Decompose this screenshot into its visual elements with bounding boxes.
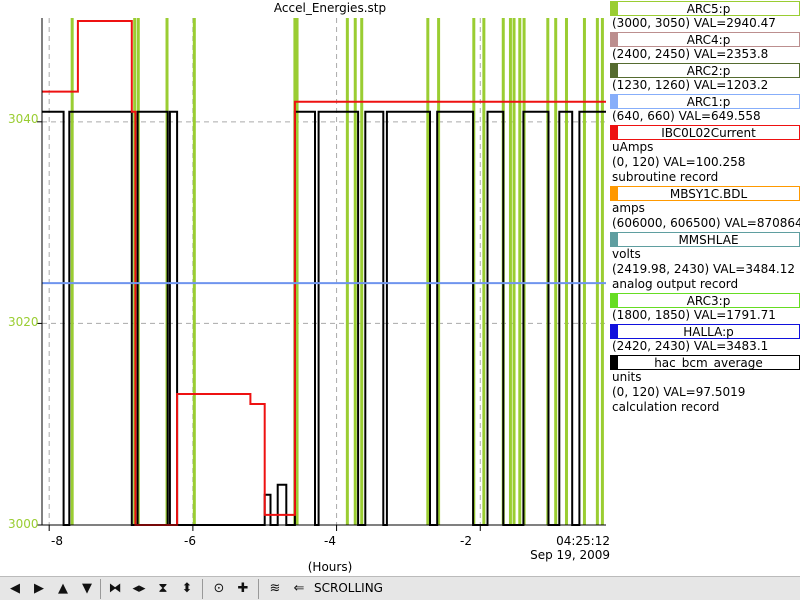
zoom-out-vertical-icon[interactable]: ⬍ — [181, 581, 193, 596]
legend-detail-mbsy: (606000, 606500) VAL=870864 — [612, 216, 800, 230]
legend-detail-arc2: (1230, 1260) VAL=1203.2 — [612, 78, 769, 92]
toolbar-separator — [202, 579, 203, 599]
legend-entry-arc5[interactable]: ARC5:p — [610, 1, 800, 16]
legend: ARC5:p (3000, 3050) VAL=2940.47 ARC4:p (240… — [610, 0, 800, 415]
legend-entry-mbsy[interactable]: MBSY1C.BDL — [610, 186, 800, 201]
legend-detail-hac: calculation record — [612, 400, 720, 414]
legend-detail-ibc: uAmps — [612, 140, 654, 154]
legend-detail-arc1: (640, 660) VAL=649.558 — [612, 109, 761, 123]
zoom-out-horizontal-icon[interactable]: ◂▸ — [132, 581, 146, 596]
zoom-in-vertical-icon[interactable]: ⧗ — [158, 581, 168, 596]
legend-detail-mmshlae: (2419.98, 2430) VAL=3484.12 — [612, 262, 795, 276]
legend-entry-ibc[interactable]: IBC0L02Current — [610, 125, 800, 140]
y-tick-label: 3000 — [8, 517, 39, 531]
x-tick-label: -8 — [51, 534, 63, 548]
toolbar: ◀ ▶ ▲ ▼ ⧓ ◂▸ ⧗ ⬍ ⊙ ✚ ≋ ⇐ SCROLLING — [0, 576, 800, 600]
x-tick-label: -6 — [184, 534, 196, 548]
legend-detail-mmshlae: volts — [612, 247, 641, 261]
legend-entry-arc3[interactable]: ARC3:p — [610, 293, 800, 308]
plus-icon[interactable]: ✚ — [237, 581, 249, 596]
scroll-mode-icon[interactable]: ⇐ — [293, 581, 305, 596]
legend-entry-arc2[interactable]: ARC2:p — [610, 63, 800, 78]
plot-area — [37, 18, 606, 531]
reset-icon[interactable]: ⊙ — [213, 581, 225, 596]
legend-detail-mbsy: amps — [612, 201, 645, 215]
toolbar-separator — [258, 579, 259, 599]
legend-entry-arc4[interactable]: ARC4:p — [610, 32, 800, 47]
y-tick-label: 3040 — [8, 112, 39, 126]
legend-detail-hac: (0, 120) VAL=97.5019 — [612, 385, 746, 399]
autoscale-icon[interactable]: ≋ — [269, 581, 281, 596]
arrow-left-icon[interactable]: ◀ — [10, 581, 20, 596]
legend-detail-halla: (2420, 2430) VAL=3483.1 — [612, 339, 769, 353]
legend-detail-arc3: (1800, 1850) VAL=1791.71 — [612, 308, 776, 322]
legend-entry-hac[interactable]: hac_bcm_average — [610, 355, 800, 370]
legend-entry-mmshlae[interactable]: MMSHLAE — [610, 232, 800, 247]
x-tick-label: -4 — [324, 534, 336, 548]
arrow-up-icon[interactable]: ▲ — [58, 581, 68, 596]
legend-detail-arc5: (3000, 3050) VAL=2940.47 — [612, 16, 776, 30]
legend-detail-ibc: (0, 120) VAL=100.258 — [612, 155, 746, 169]
legend-entry-arc1[interactable]: ARC1:p — [610, 94, 800, 109]
x-tick-label: -2 — [460, 534, 472, 548]
legend-detail-ibc: subroutine record — [612, 170, 719, 184]
arrow-right-icon[interactable]: ▶ — [34, 581, 44, 596]
arrow-down-icon[interactable]: ▼ — [82, 581, 92, 596]
y-tick-label: 3020 — [8, 315, 39, 329]
mode-label: SCROLLING — [314, 581, 383, 595]
end-time-label: 04:25:12 — [556, 534, 610, 548]
legend-entry-halla[interactable]: HALLA:p — [610, 324, 800, 339]
zoom-in-horizontal-icon[interactable]: ⧓ — [108, 581, 122, 596]
toolbar-separator — [100, 579, 101, 599]
legend-detail-arc4: (2400, 2450) VAL=2353.8 — [612, 47, 769, 61]
chart-title: Accel_Energies.stp — [273, 1, 387, 15]
legend-detail-mmshlae: analog output record — [612, 277, 739, 291]
end-date-label: Sep 19, 2009 — [530, 548, 610, 562]
x-axis-label: (Hours) — [307, 560, 353, 574]
legend-detail-hac: units — [612, 370, 642, 384]
series-hac-bcm-average-line — [42, 110, 606, 526]
series-ibc0l02current-line — [42, 20, 606, 526]
